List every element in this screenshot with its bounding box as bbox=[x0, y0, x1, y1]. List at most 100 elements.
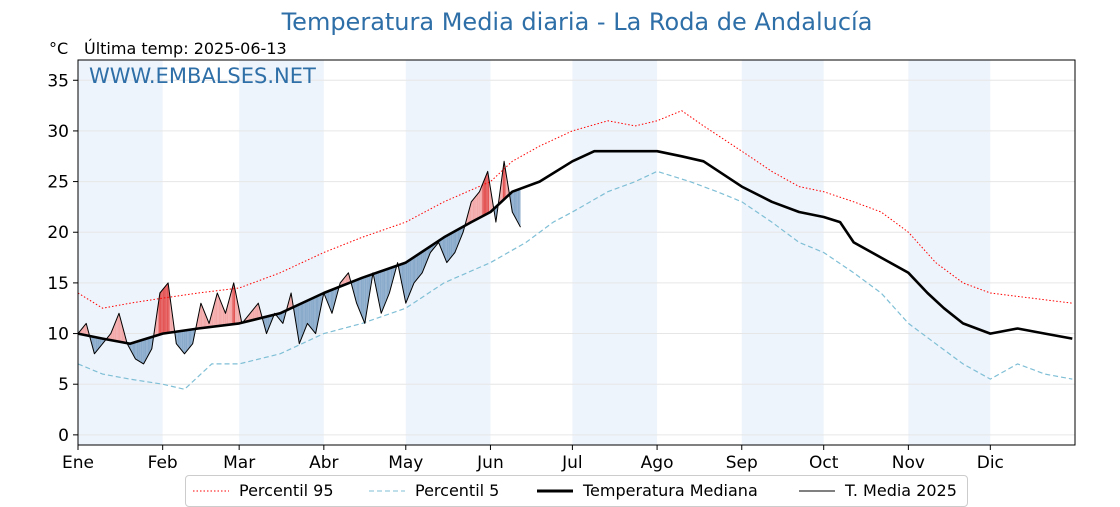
anomaly-fill bbox=[166, 282, 169, 333]
anomaly-fill bbox=[476, 193, 479, 220]
legend-label-p95: Percentil 95 bbox=[239, 481, 334, 500]
series-line-p95 bbox=[77, 110, 1073, 309]
month-band bbox=[908, 60, 991, 445]
anomaly-fill bbox=[452, 231, 454, 256]
anomaly-fill bbox=[442, 237, 445, 256]
anomaly-fill bbox=[180, 330, 182, 351]
anomaly-fill bbox=[379, 271, 382, 314]
anomaly-fill bbox=[359, 278, 361, 314]
x-tick-label: Sep bbox=[726, 453, 758, 473]
anomaly-fill bbox=[170, 303, 173, 333]
anomaly-fill bbox=[405, 261, 408, 304]
anomaly-fill bbox=[136, 341, 139, 361]
anomaly-fill bbox=[512, 191, 514, 215]
anomaly-fill bbox=[132, 342, 134, 357]
month-band bbox=[741, 60, 824, 445]
anomaly-fill bbox=[482, 181, 484, 217]
anomaly-fill bbox=[453, 231, 455, 255]
anomaly-fill bbox=[389, 267, 391, 294]
anomaly-fill bbox=[306, 300, 308, 327]
y-unit-label: °C bbox=[49, 39, 69, 58]
anomaly-fill bbox=[516, 189, 518, 223]
legend-item-median: Temperatura Mediana bbox=[537, 481, 758, 500]
anomaly-fill bbox=[364, 276, 367, 324]
anomaly-fill bbox=[143, 339, 145, 364]
anomaly-fill bbox=[312, 297, 315, 332]
anomaly-fill bbox=[159, 291, 162, 335]
anomaly-fill bbox=[403, 263, 405, 297]
anomaly-fill bbox=[408, 259, 410, 297]
anomaly-fill bbox=[116, 316, 118, 342]
anomaly-fill bbox=[400, 264, 402, 283]
anomaly-fill bbox=[168, 282, 170, 333]
anomaly-fill bbox=[407, 260, 409, 300]
anomaly-fill bbox=[187, 329, 189, 351]
anomaly-fill bbox=[229, 293, 231, 325]
anomaly-fill bbox=[189, 329, 192, 348]
anomaly-fill bbox=[113, 323, 115, 341]
anomaly-fill bbox=[439, 239, 442, 250]
anomaly-fill bbox=[383, 269, 386, 307]
anomaly-fill bbox=[479, 188, 481, 218]
y-tick-label: 20 bbox=[47, 223, 69, 243]
chart-legend: Percentil 95 Percentil 5 Temperatura Med… bbox=[185, 475, 968, 507]
anomaly-fill bbox=[147, 337, 150, 357]
y-tick-label: 0 bbox=[58, 426, 69, 446]
legend-label-media2025: T. Media 2025 bbox=[845, 481, 957, 500]
anomaly-fill bbox=[233, 282, 236, 325]
x-tick-label: Feb bbox=[148, 453, 178, 473]
anomaly-fill bbox=[281, 312, 283, 324]
month-band bbox=[239, 60, 324, 445]
anomaly-fill bbox=[360, 277, 363, 317]
anomaly-fill bbox=[347, 272, 349, 284]
anomaly-fill bbox=[357, 278, 360, 310]
anomaly-fill bbox=[177, 331, 180, 348]
anomaly-fill bbox=[519, 188, 521, 228]
anomaly-fill bbox=[144, 338, 147, 362]
x-tick-label: Mar bbox=[223, 453, 255, 473]
anomaly-fill bbox=[418, 253, 420, 278]
anomaly-fill bbox=[428, 246, 431, 256]
anomaly-fill bbox=[329, 290, 331, 310]
anomaly-fill bbox=[344, 276, 346, 285]
anomaly-fill bbox=[202, 306, 204, 328]
y-tick-label: 35 bbox=[47, 71, 69, 91]
anomaly-fill bbox=[319, 294, 322, 314]
anomaly-fill bbox=[314, 296, 316, 334]
anomaly-fill bbox=[330, 289, 333, 314]
anomaly-fill bbox=[165, 284, 167, 334]
series-line-p5 bbox=[77, 170, 1073, 390]
legend-swatch-p95 bbox=[193, 490, 229, 491]
anomaly-fill bbox=[345, 274, 348, 285]
anomaly-fill bbox=[315, 296, 318, 334]
month-band bbox=[78, 60, 163, 445]
anomaly-fill bbox=[158, 293, 160, 335]
anomaly-fill bbox=[222, 306, 225, 326]
y-tick-label: 15 bbox=[47, 274, 69, 294]
anomaly-fill bbox=[118, 313, 121, 342]
anomaly-fill bbox=[416, 254, 419, 280]
anomaly-fill bbox=[424, 249, 427, 267]
anomaly-fill bbox=[188, 329, 190, 349]
anomaly-fill bbox=[84, 323, 87, 336]
legend-swatch-median bbox=[537, 489, 573, 492]
anomaly-fill bbox=[409, 259, 412, 294]
anomaly-fill bbox=[230, 287, 233, 325]
x-tick-label: Jun bbox=[476, 453, 504, 473]
anomaly-fill bbox=[484, 174, 487, 215]
anomaly-fill bbox=[256, 303, 259, 320]
anomaly-fill bbox=[368, 274, 371, 299]
anomaly-fill bbox=[94, 336, 96, 354]
anomaly-fill bbox=[142, 339, 144, 364]
anomaly-fill bbox=[307, 299, 309, 326]
anomaly-fill bbox=[471, 200, 473, 223]
anomaly-fill bbox=[356, 279, 358, 307]
anomaly-fill bbox=[419, 252, 421, 277]
anomaly-fill bbox=[215, 293, 218, 327]
anomaly-fill bbox=[444, 236, 446, 260]
anomaly-fill bbox=[363, 276, 365, 324]
anomaly-fill bbox=[191, 329, 193, 346]
anomaly-fill bbox=[327, 290, 330, 307]
anomaly-fill bbox=[423, 249, 425, 270]
legend-item-p5: Percentil 5 bbox=[369, 481, 499, 500]
